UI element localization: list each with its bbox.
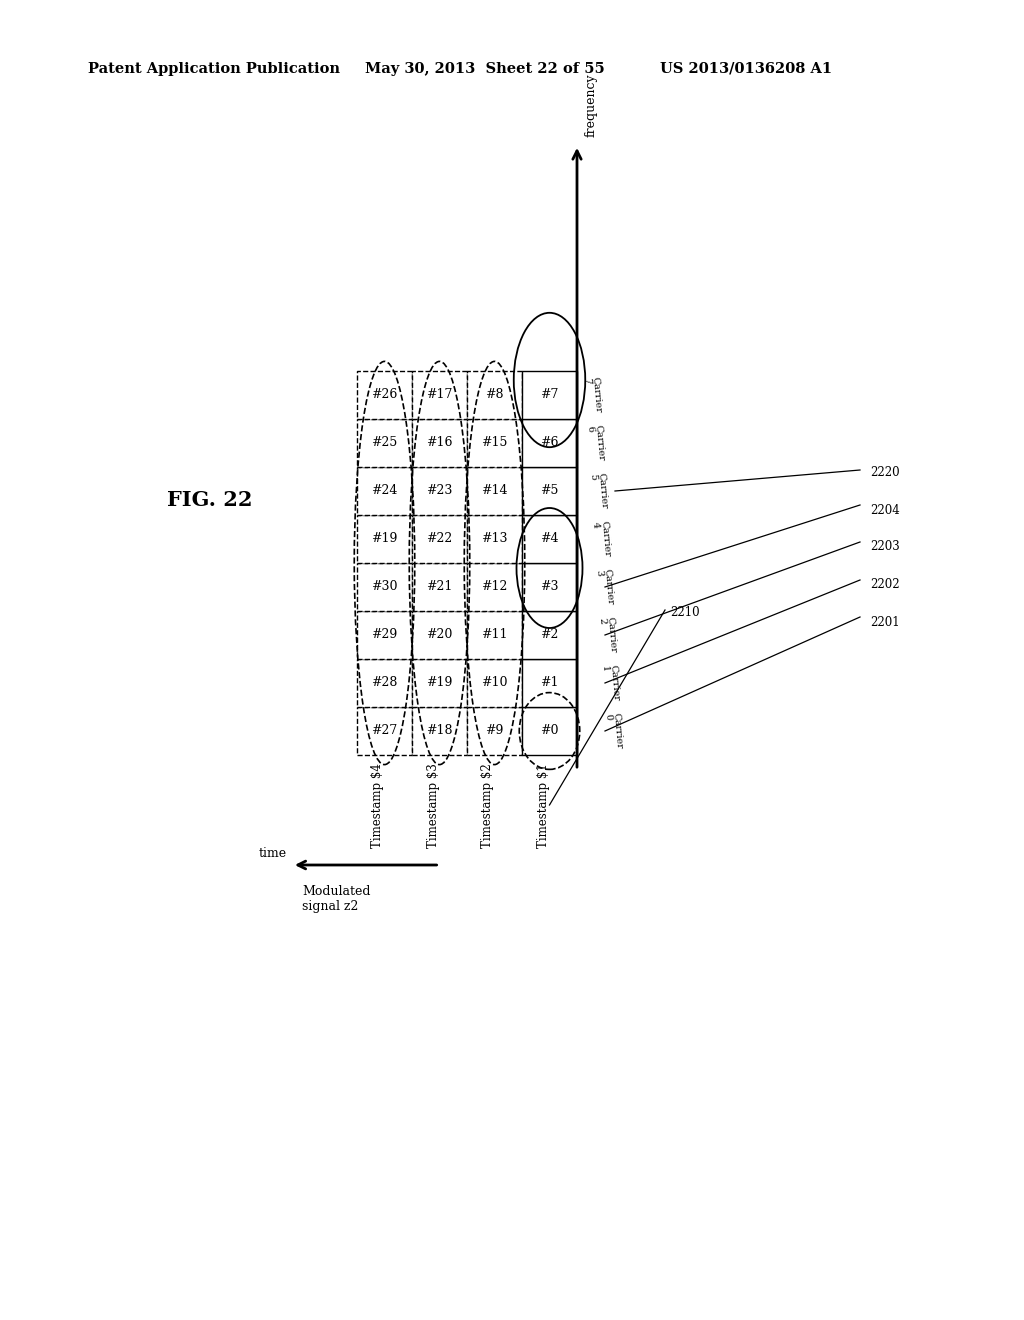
Bar: [467, 564, 522, 611]
Text: #17: #17: [426, 388, 453, 401]
Bar: [412, 564, 467, 611]
Text: #23: #23: [426, 484, 453, 498]
Text: Carrier
5: Carrier 5: [588, 473, 608, 510]
Bar: [357, 708, 412, 755]
Text: #7: #7: [541, 388, 559, 401]
Text: #29: #29: [372, 628, 397, 642]
Text: Carrier
7: Carrier 7: [582, 376, 602, 413]
Text: #26: #26: [372, 388, 397, 401]
Text: #22: #22: [426, 532, 453, 545]
Text: Patent Application Publication: Patent Application Publication: [88, 62, 340, 77]
Bar: [412, 611, 467, 659]
Bar: [357, 564, 412, 611]
Text: Carrier
3: Carrier 3: [594, 568, 614, 606]
Text: #2: #2: [541, 628, 559, 642]
Bar: [412, 515, 467, 564]
Text: frequency: frequency: [585, 74, 598, 137]
Bar: [412, 467, 467, 515]
Bar: [357, 611, 412, 659]
Bar: [467, 371, 522, 418]
Text: #10: #10: [481, 676, 508, 689]
Bar: [467, 659, 522, 708]
Text: Timestamp $3: Timestamp $3: [427, 763, 439, 847]
Text: #25: #25: [372, 437, 397, 450]
Bar: [467, 611, 522, 659]
Text: Timestamp $1: Timestamp $1: [537, 763, 550, 847]
Text: #20: #20: [426, 628, 453, 642]
Bar: [412, 418, 467, 467]
Bar: [412, 708, 467, 755]
Text: #4: #4: [541, 532, 559, 545]
Text: #24: #24: [372, 484, 397, 498]
Bar: [522, 659, 577, 708]
Text: #12: #12: [481, 581, 508, 594]
Text: 2201: 2201: [870, 615, 900, 628]
Text: #21: #21: [426, 581, 453, 594]
Bar: [522, 467, 577, 515]
Text: #8: #8: [485, 388, 504, 401]
Text: #18: #18: [426, 725, 453, 738]
Text: #13: #13: [481, 532, 508, 545]
Text: #19: #19: [372, 532, 397, 545]
Text: 2220: 2220: [870, 466, 900, 479]
Text: #28: #28: [372, 676, 397, 689]
Text: 2202: 2202: [870, 578, 900, 591]
Text: Modulated
signal z2: Modulated signal z2: [302, 884, 371, 913]
Text: 2204: 2204: [870, 503, 900, 516]
Bar: [522, 371, 577, 418]
Text: FIG. 22: FIG. 22: [167, 490, 253, 510]
Bar: [522, 708, 577, 755]
Bar: [357, 467, 412, 515]
Text: Carrier
0: Carrier 0: [603, 713, 624, 750]
Text: #16: #16: [426, 437, 453, 450]
Bar: [357, 371, 412, 418]
Text: Carrier
4: Carrier 4: [591, 520, 611, 558]
Text: #14: #14: [481, 484, 508, 498]
Bar: [522, 418, 577, 467]
Bar: [522, 564, 577, 611]
Bar: [522, 611, 577, 659]
Text: 2210: 2210: [670, 606, 699, 619]
Bar: [357, 418, 412, 467]
Text: #9: #9: [485, 725, 504, 738]
Text: #11: #11: [481, 628, 508, 642]
Text: #1: #1: [541, 676, 559, 689]
Text: #0: #0: [541, 725, 559, 738]
Text: #27: #27: [372, 725, 397, 738]
Bar: [412, 371, 467, 418]
Text: US 2013/0136208 A1: US 2013/0136208 A1: [660, 62, 833, 77]
Text: #6: #6: [541, 437, 559, 450]
Bar: [357, 659, 412, 708]
Text: Timestamp $2: Timestamp $2: [481, 763, 495, 847]
Bar: [357, 515, 412, 564]
Bar: [412, 659, 467, 708]
Text: #19: #19: [426, 676, 453, 689]
Bar: [522, 515, 577, 564]
Bar: [467, 515, 522, 564]
Bar: [467, 418, 522, 467]
Text: Carrier
1: Carrier 1: [600, 664, 621, 702]
Text: #15: #15: [481, 437, 508, 450]
Text: Carrier
6: Carrier 6: [585, 424, 605, 462]
Text: #5: #5: [541, 484, 559, 498]
Text: time: time: [259, 847, 287, 861]
Text: Carrier
2: Carrier 2: [597, 616, 617, 653]
Text: Timestamp $4: Timestamp $4: [372, 763, 384, 847]
Text: #3: #3: [541, 581, 559, 594]
Bar: [467, 467, 522, 515]
Text: #30: #30: [372, 581, 397, 594]
Text: May 30, 2013  Sheet 22 of 55: May 30, 2013 Sheet 22 of 55: [365, 62, 605, 77]
Text: 2203: 2203: [870, 540, 900, 553]
Bar: [467, 708, 522, 755]
